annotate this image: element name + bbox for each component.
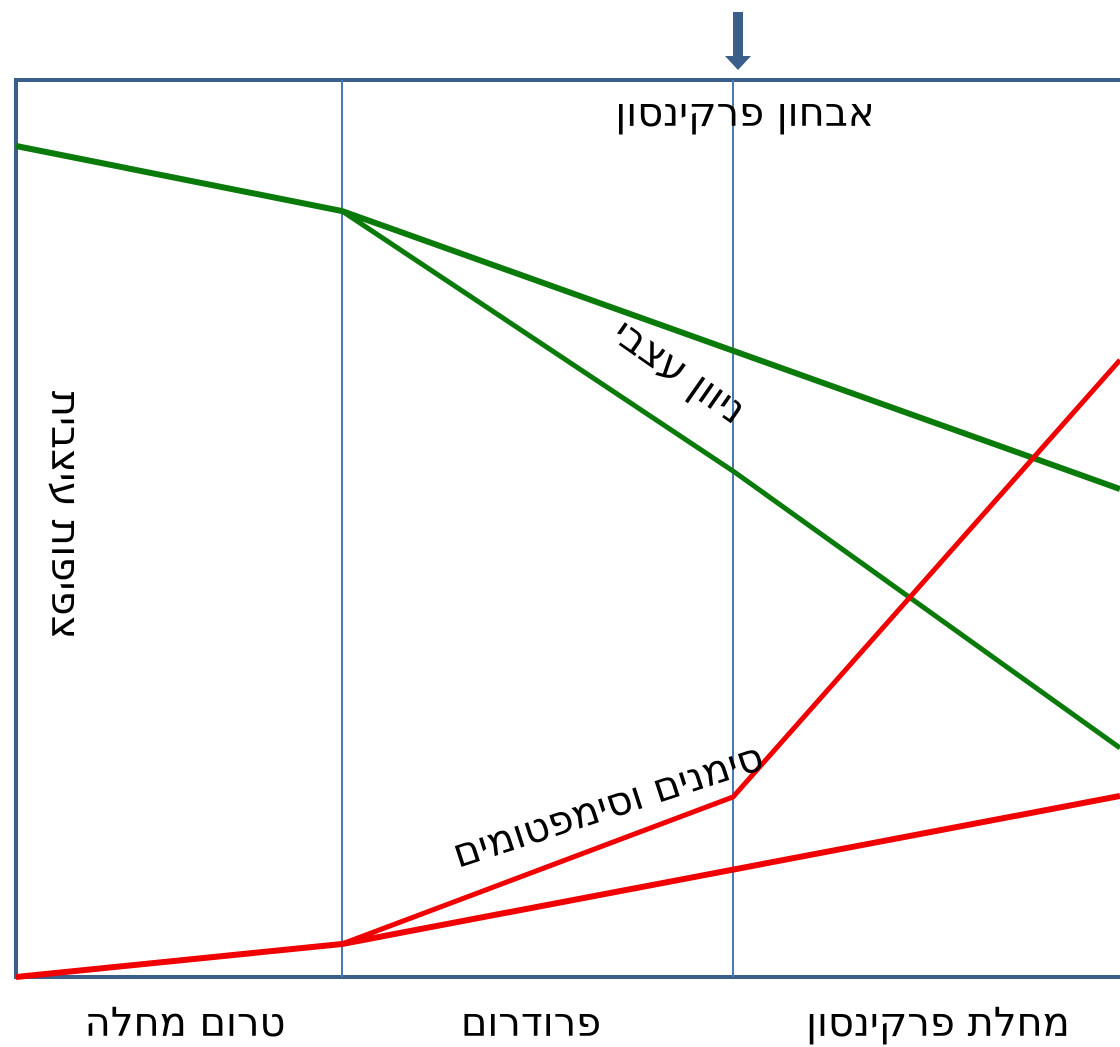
frame (14, 78, 1120, 979)
symptoms-line (341, 358, 1120, 947)
y-axis-label: צפיפות עיצבית (42, 391, 88, 640)
red-label: סימנים וסימפטומים (447, 734, 769, 878)
phase-label: פרודרום (461, 1000, 601, 1046)
diagnosis-arrow (725, 12, 751, 70)
top-label: אבחון פרקינסון (615, 90, 874, 136)
phase-label: טרום מחלה (85, 1000, 286, 1046)
neurodegeneration-line (15, 143, 1120, 492)
neurodegeneration-line (340, 208, 1120, 751)
phase-label: מחלת פרקינסון (806, 1000, 1070, 1046)
